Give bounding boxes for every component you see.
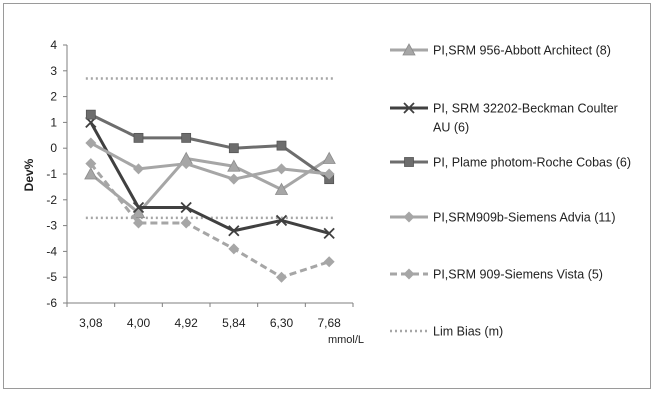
data-point (132, 201, 145, 214)
data-point (276, 140, 287, 151)
data-point (180, 201, 192, 214)
legend-label: PI, Plame photom-Roche Cobas (6) (433, 156, 631, 170)
data-point (228, 173, 240, 185)
legend-label: PI,SRM909b-Siemens Advia (11) (433, 211, 616, 225)
data-point (276, 163, 287, 175)
x-tick-label: 4,00 (127, 316, 151, 330)
series-line (89, 157, 330, 215)
y-tick-label: 0 (50, 141, 57, 155)
data-point (228, 243, 240, 255)
data-point (323, 227, 335, 239)
data-point (85, 137, 97, 149)
data-point (402, 43, 416, 56)
y-tick-label: -6 (46, 296, 57, 310)
data-point (180, 217, 192, 229)
legend-item-1: PI,SRM 956-Abbott Architect (8) (390, 43, 611, 58)
x-tick-label: 3,08 (79, 316, 103, 330)
chart-frame (3, 3, 651, 389)
data-point (403, 268, 415, 280)
axes: 4 3 2 1 0 -1 -2 -3 -4 -5 -6 3,08 4,00 4,92 5,84 6,30 7,6… (46, 38, 354, 330)
data-point (322, 151, 336, 164)
legend-item-6: Lim Bias (m) (390, 325, 503, 339)
x-tick-label: 5,84 (222, 316, 246, 330)
data-point (133, 163, 144, 175)
series-line (90, 141, 330, 181)
y-tick-label: 2 (50, 90, 57, 104)
x-tick-label: 7,68 (317, 316, 341, 330)
data-point (85, 109, 96, 120)
data-point (403, 211, 415, 223)
legend-item-5: PI,SRM 909-Siemens Vista (5) (390, 268, 603, 282)
legend-label: Lim Bias (m) (433, 325, 503, 339)
legend-label: AU (6) (433, 121, 469, 135)
legend-label: PI,SRM 909-Siemens Vista (5) (433, 268, 603, 282)
y-tick-label: 3 (50, 64, 57, 78)
data-point (133, 132, 144, 143)
legend: PI,SRM 956-Abbott Architect (8) PI, SRM 3… (390, 43, 631, 339)
y-tick-label: -5 (46, 270, 57, 284)
reference-lines (85, 77, 335, 220)
data-point (85, 158, 97, 170)
y-tick-label: -2 (46, 193, 57, 207)
x-axis-unit-label: mmol/L (328, 334, 364, 346)
data-point (404, 157, 414, 167)
data-point (275, 214, 288, 227)
series-2 (85, 116, 335, 239)
data-point (133, 217, 144, 229)
y-tick-label: -4 (46, 244, 57, 258)
series-4 (85, 137, 335, 185)
data-point (180, 158, 192, 170)
data-point (84, 167, 98, 180)
data-point (323, 168, 335, 180)
y-tick-label: 4 (50, 38, 57, 52)
series-line (90, 113, 331, 181)
data-point (276, 271, 287, 283)
data-point (323, 256, 335, 268)
series-group (84, 109, 336, 283)
data-point (181, 132, 192, 143)
y-tick-label: 1 (50, 115, 57, 129)
data-point (274, 182, 289, 195)
y-axis-label: Dev% (22, 158, 36, 191)
legend-label: PI, SRM 32202-Beckman Coulter (433, 102, 618, 116)
series-5 (85, 158, 335, 283)
data-point (227, 159, 241, 172)
legend-item-4: PI,SRM909b-Siemens Advia (11) (390, 211, 616, 225)
data-point (228, 225, 240, 237)
data-point (403, 102, 415, 114)
y-tick-label: -3 (46, 219, 57, 233)
legend-label: PI,SRM 956-Abbott Architect (8) (433, 44, 611, 58)
legend-item-3: PI, Plame photom-Roche Cobas (6) (390, 156, 631, 170)
data-point (228, 143, 239, 154)
legend-item-2: PI, SRM 32202-Beckman Coulter AU (6) (390, 102, 618, 135)
x-tick-label: 6,30 (270, 316, 294, 330)
y-tick-label: -1 (46, 167, 57, 181)
x-tick-label: 4,92 (174, 316, 198, 330)
series-line (89, 121, 330, 235)
series-1 (84, 151, 336, 219)
